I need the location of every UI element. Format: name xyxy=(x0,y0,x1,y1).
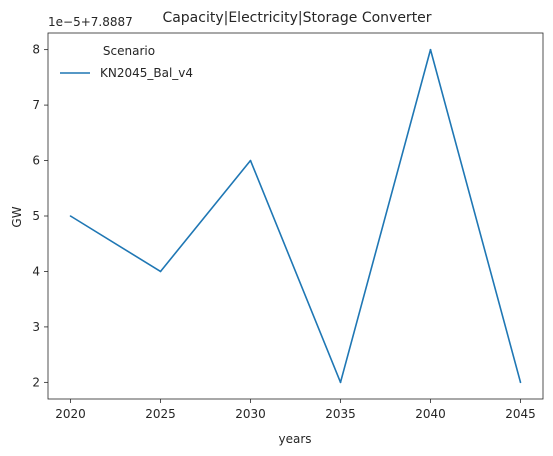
data-point xyxy=(429,48,432,51)
y-tick-label: 6 xyxy=(32,154,40,168)
y-tick-label: 5 xyxy=(32,209,40,223)
data-point xyxy=(159,270,162,273)
legend-entry-label: KN2045_Bal_v4 xyxy=(100,66,193,80)
y-axis-label: GW xyxy=(10,206,24,227)
y-tick-label: 4 xyxy=(32,264,40,278)
x-tick-label: 2025 xyxy=(145,407,176,421)
y-tick-label: 8 xyxy=(32,43,40,57)
chart-title: Capacity|Electricity|Storage Converter xyxy=(162,10,431,26)
y-tick-label: 7 xyxy=(32,98,40,112)
data-point xyxy=(519,381,522,384)
series-layer xyxy=(69,48,522,384)
legend: Scenario KN2045_Bal_v4 xyxy=(60,44,193,80)
y-axis-offset-text: 1e−5+7.8887 xyxy=(48,15,133,29)
x-axis-label: years xyxy=(278,432,311,446)
y-tick-label: 2 xyxy=(32,375,40,389)
x-axis-ticks: 2020 2025 2030 2035 2040 2045 xyxy=(55,399,536,421)
data-point xyxy=(249,159,252,162)
x-tick-label: 2030 xyxy=(235,407,266,421)
plot-area xyxy=(47,32,544,400)
data-point xyxy=(69,215,72,217)
legend-title: Scenario xyxy=(103,44,155,58)
x-tick-label: 2040 xyxy=(415,407,446,421)
data-point xyxy=(339,381,342,384)
y-tick-label: 3 xyxy=(32,320,40,334)
x-tick-label: 2020 xyxy=(55,407,86,421)
series-line xyxy=(70,48,522,384)
x-tick-label: 2045 xyxy=(505,407,536,421)
y-axis-ticks: 2 3 4 5 6 7 8 xyxy=(32,43,48,389)
x-tick-label: 2035 xyxy=(325,407,356,421)
